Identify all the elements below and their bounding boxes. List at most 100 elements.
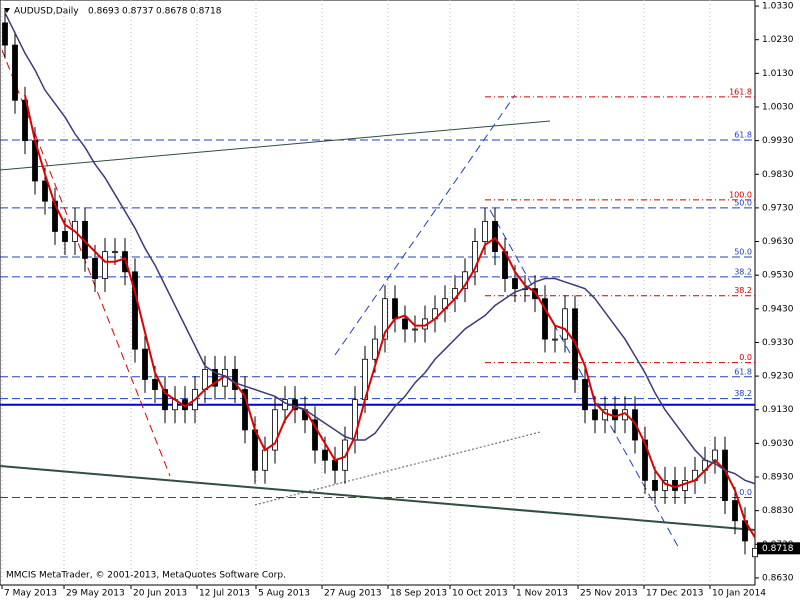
- fib-label: 0.0: [739, 488, 752, 497]
- y-tick-label: 0.9530: [762, 271, 794, 281]
- y-tick-label: 1.0230: [762, 35, 794, 45]
- candle-body: [252, 429, 258, 471]
- ohlc-high: 0.8737: [122, 7, 154, 17]
- candle-body: [202, 368, 208, 390]
- candle-body: [312, 419, 318, 451]
- candle-body: [412, 328, 418, 331]
- price-marker: [757, 542, 800, 555]
- candle-body: [712, 449, 718, 461]
- menu-arrow[interactable]: [4, 8, 10, 13]
- candle-body: [542, 298, 548, 340]
- y-tick-label: 0.9130: [762, 405, 794, 415]
- candle-body: [292, 399, 298, 411]
- candle-body: [322, 449, 328, 461]
- candle-body: [562, 308, 568, 340]
- candle-body: [752, 547, 758, 558]
- x-tick-label: 27 Aug 2013: [324, 589, 382, 599]
- x-tick-label: 5 Aug 2013: [258, 589, 310, 599]
- y-tick-label: 1.0030: [762, 102, 794, 112]
- candle-body: [642, 439, 648, 481]
- x-tick-label: 10 Jan 2014: [712, 589, 766, 599]
- candle-body: [332, 459, 338, 471]
- candle-body: [402, 318, 408, 330]
- channel-line: [334, 94, 516, 356]
- moving-average: [4, 12, 756, 485]
- candle-body: [212, 368, 218, 387]
- moving-average: [24, 94, 756, 539]
- fib-label: 61.8: [734, 130, 752, 139]
- candle-body: [232, 368, 238, 390]
- fib-label: 38.2: [734, 267, 752, 276]
- candle-body: [672, 479, 678, 491]
- x-tick-label: 10 Oct 2013: [452, 589, 508, 599]
- candle-body: [272, 409, 278, 451]
- candle-body: [2, 22, 8, 46]
- fib-label: 38.2: [734, 389, 752, 398]
- y-tick-label: 0.9730: [762, 203, 794, 213]
- candle-body: [92, 257, 98, 279]
- candle-body: [282, 399, 288, 411]
- candle-body: [132, 271, 138, 350]
- fib-label: 50.0: [734, 248, 752, 257]
- trend-line: [254, 431, 541, 506]
- candle-body: [112, 251, 118, 254]
- price-marker-label: 0.8718: [762, 544, 794, 554]
- candle-body: [382, 298, 388, 340]
- channel-line: [1, 49, 171, 477]
- x-tick-label: 18 Sep 2013: [390, 589, 447, 599]
- plot-area: [0, 0, 756, 586]
- candle-body: [162, 389, 168, 411]
- x-tick-label: 17 Dec 2013: [646, 589, 704, 599]
- candle-body: [142, 348, 148, 380]
- candle-body: [512, 278, 518, 290]
- candle-body: [392, 298, 398, 320]
- candle-body: [492, 220, 498, 253]
- y-tick-label: 1.0130: [762, 69, 794, 79]
- candle-body: [372, 338, 378, 360]
- candle-body: [482, 220, 488, 242]
- candle-body: [592, 409, 598, 421]
- candle-body: [472, 241, 478, 273]
- candle-body: [552, 338, 558, 341]
- candle-body: [682, 479, 688, 491]
- y-tick-label: 0.9930: [762, 136, 794, 146]
- fib-label: 100.0: [729, 190, 752, 199]
- fib-label: 0.0: [739, 353, 752, 362]
- ohlc-open: 0.8693: [88, 7, 120, 17]
- x-tick-label: 12 Jul 2013: [199, 589, 250, 599]
- footer: MMCIS MetaTrader, © 2001-2013, MetaQuote…: [6, 571, 286, 581]
- fib-label: 50.0: [734, 198, 752, 207]
- candle-body: [12, 44, 18, 101]
- candle-body: [242, 389, 248, 431]
- y-tick-label: 0.8830: [762, 506, 794, 516]
- candle-body: [652, 479, 658, 491]
- candle-body: [102, 251, 108, 279]
- x-tick-label: 7 May 2013: [4, 589, 57, 599]
- y-tick-label: 0.9230: [762, 372, 794, 382]
- y-tick-label: 0.9830: [762, 170, 794, 180]
- ohlc-low: 0.8678: [156, 7, 188, 17]
- candle-body: [42, 180, 48, 202]
- fib-label: 161.8: [729, 87, 752, 96]
- fib-label: 38.2: [734, 286, 752, 295]
- y-tick-label: 0.8630: [762, 573, 794, 583]
- candle-body: [152, 379, 158, 390]
- candle-body: [22, 99, 28, 142]
- x-tick-label: 1 Nov 2013: [516, 589, 568, 599]
- candle-body: [582, 379, 588, 411]
- y-tick-label: 0.9330: [762, 338, 794, 348]
- y-tick-label: 1.0330: [762, 2, 794, 12]
- x-tick-label: 29 May 2013: [66, 589, 125, 599]
- candle-body: [62, 231, 68, 242]
- x-tick-label: 25 Nov 2013: [580, 589, 638, 599]
- candle-body: [732, 500, 738, 522]
- x-tick-label: 20 Jun 2013: [133, 589, 187, 599]
- ohlc-close: 0.8718: [190, 7, 222, 17]
- candle-body: [612, 409, 618, 421]
- chart-title: AUDUSD,Daily: [14, 7, 79, 17]
- y-tick-label: 0.9630: [762, 237, 794, 247]
- candle-body: [52, 200, 58, 232]
- y-tick-label: 0.9430: [762, 304, 794, 314]
